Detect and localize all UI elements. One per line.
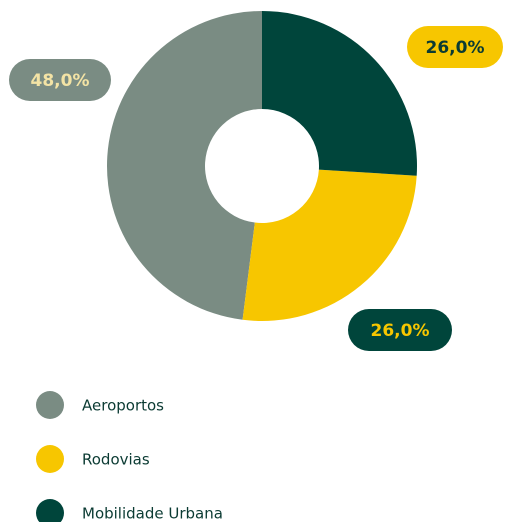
legend-label: Rodovias [82,451,150,469]
value-label: 26,0% [426,38,485,58]
value-label-pill [407,26,503,68]
legend-label: Aeroportos [82,397,164,415]
donut-slice [262,11,418,176]
value-label: 48,0% [31,71,90,91]
legend-swatch [36,445,64,473]
legend-swatch [36,391,64,419]
value-label: 26,0% [371,321,430,341]
legend-label: Mobilidade Urbana [82,505,223,522]
value-label-pill [348,309,452,351]
legend-swatch [36,499,64,522]
donut-slice [106,11,262,320]
value-label-pill [9,59,111,101]
donut-slice [242,169,417,321]
